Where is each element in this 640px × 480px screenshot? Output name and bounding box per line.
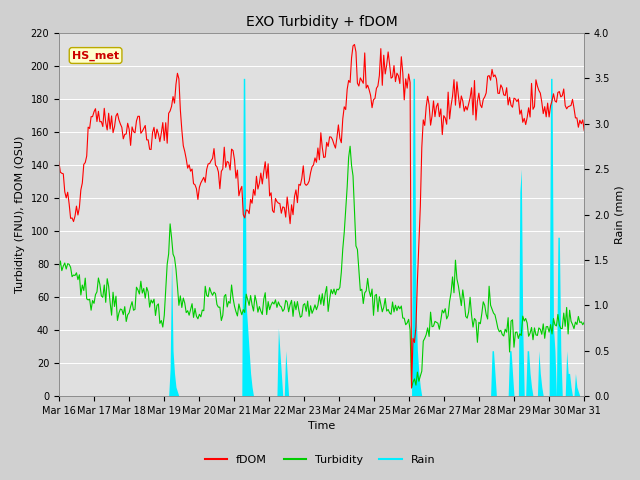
Title: EXO Turbidity + fDOM: EXO Turbidity + fDOM: [246, 15, 397, 29]
Legend: fDOM, Turbidity, Rain: fDOM, Turbidity, Rain: [200, 451, 440, 469]
X-axis label: Time: Time: [308, 421, 335, 432]
Y-axis label: Rain (mm): Rain (mm): [615, 185, 625, 244]
Y-axis label: Turbidity (FNU), fDOM (QSU): Turbidity (FNU), fDOM (QSU): [15, 136, 25, 293]
Text: HS_met: HS_met: [72, 50, 119, 60]
